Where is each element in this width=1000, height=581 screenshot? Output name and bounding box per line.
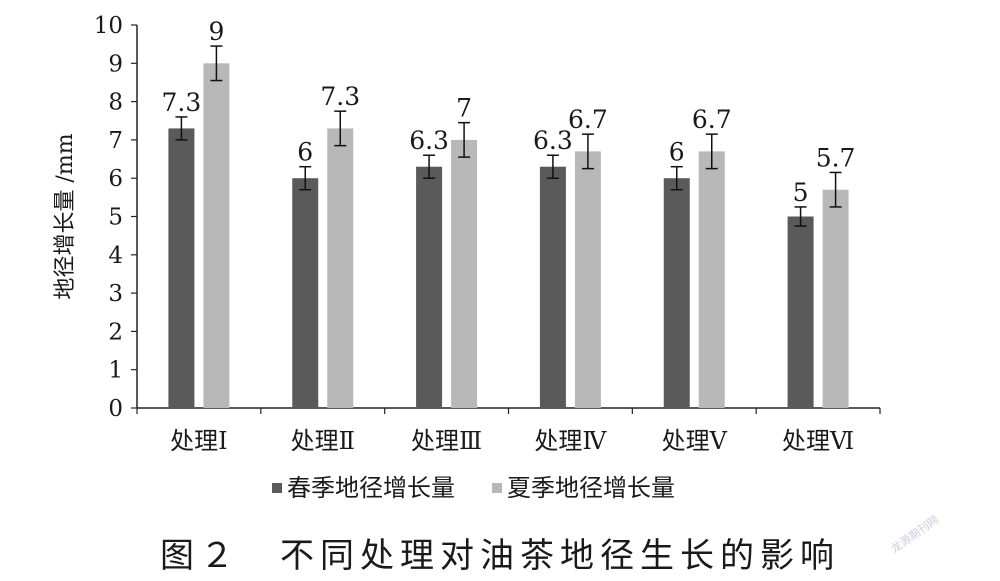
y-tick-label: 7 — [108, 128, 123, 154]
bar-spring — [663, 178, 690, 408]
bar-summer — [698, 151, 725, 408]
x-tick-label: 处理Ⅳ — [534, 427, 607, 455]
x-tick-label: 处理Ⅱ — [291, 427, 355, 455]
legend-label: 夏季地径增长量 — [507, 474, 675, 502]
bar-summer — [327, 128, 354, 408]
bar-summer — [574, 151, 601, 408]
y-tick-label: 1 — [108, 358, 123, 384]
x-tick-label: 处理Ⅲ — [411, 427, 482, 455]
x-tick-label: 处理Ⅵ — [782, 427, 854, 455]
data-label: 6 — [297, 138, 313, 167]
y-axis-title: 地径增长量 /mm — [53, 133, 78, 299]
x-tick-label: 处理Ⅴ — [662, 427, 728, 455]
y-tick-label: 4 — [108, 243, 123, 269]
bar-spring — [292, 178, 319, 408]
data-label: 5.7 — [816, 143, 856, 172]
legend-swatch — [272, 483, 282, 493]
figure-caption: 图２ 不同处理对油茶地径生长的影响 — [160, 536, 840, 576]
bar-spring — [539, 166, 566, 408]
bar-summer — [822, 189, 849, 408]
y-tick-label: 9 — [108, 51, 123, 77]
legend-swatch — [492, 483, 502, 493]
data-label: 5 — [793, 178, 809, 207]
data-label: 7 — [456, 94, 472, 123]
y-tick-label: 2 — [108, 319, 123, 345]
y-tick-label: 8 — [108, 90, 123, 116]
x-tick-label: 处理Ⅰ — [170, 427, 227, 455]
y-tick-label: 5 — [108, 205, 123, 231]
legend-label: 春季地径增长量 — [287, 474, 455, 502]
bar-spring — [416, 166, 443, 408]
data-label: 6 — [669, 138, 685, 167]
y-tick-label: 3 — [108, 281, 123, 307]
data-label: 7.3 — [320, 82, 360, 111]
bar-spring — [168, 128, 195, 408]
data-label: 6.7 — [568, 105, 608, 134]
bar-summer — [203, 63, 230, 409]
data-label: 7.3 — [162, 88, 202, 117]
y-tick-label: 0 — [108, 396, 123, 422]
data-label: 6.3 — [409, 126, 449, 155]
data-label: 6.3 — [533, 126, 573, 155]
bar-summer — [451, 139, 478, 408]
data-label: 6.7 — [692, 105, 732, 134]
y-tick-label: 6 — [108, 166, 123, 192]
data-label: 9 — [208, 17, 224, 46]
y-tick-label: 10 — [94, 13, 123, 39]
bar-spring — [787, 216, 814, 408]
